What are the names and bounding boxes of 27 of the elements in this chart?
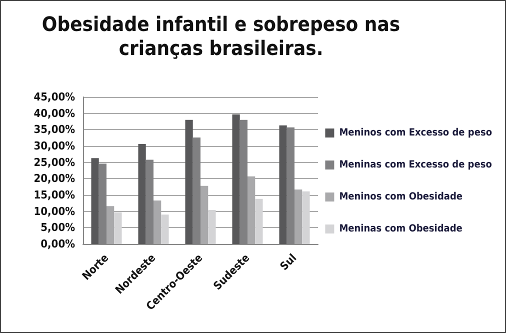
- y-tick-label: 0,00%: [40, 238, 76, 250]
- bar: [185, 120, 193, 244]
- y-tick-label: 20,00%: [34, 172, 76, 186]
- bar: [232, 114, 240, 244]
- bar: [302, 191, 310, 244]
- bar: [208, 210, 216, 244]
- chart-title: Obesidade infantil e sobrepeso nas crianças brasileiras.: [42, 12, 400, 60]
- y-tick-label: 35,00%: [34, 123, 76, 136]
- legend-label: Meninos com Excesso de peso: [339, 128, 492, 138]
- bar: [138, 144, 146, 244]
- x-tick-label: Sul: [277, 251, 300, 274]
- y-tick-label: 45,00%: [34, 90, 76, 104]
- y-tick-label: 25,00%: [34, 156, 76, 169]
- legend-label: Meninos com Obesidade: [339, 192, 463, 202]
- bar: [294, 189, 302, 244]
- y-tick-label: 15,00%: [34, 188, 76, 202]
- y-tick-label: 5,00%: [40, 221, 76, 234]
- y-tick-label: 40,00%: [34, 106, 76, 120]
- legend-label: Meninas com Excesso de peso: [339, 160, 492, 170]
- y-tick-label: 30,00%: [34, 140, 76, 152]
- bar: [255, 198, 263, 244]
- bar: [279, 125, 287, 244]
- legend-label: Meninas com Obesidade: [339, 224, 462, 234]
- bar: [114, 212, 122, 244]
- y-tick-label: 10,00%: [34, 204, 76, 218]
- bar: [161, 214, 169, 244]
- bar: [91, 158, 99, 244]
